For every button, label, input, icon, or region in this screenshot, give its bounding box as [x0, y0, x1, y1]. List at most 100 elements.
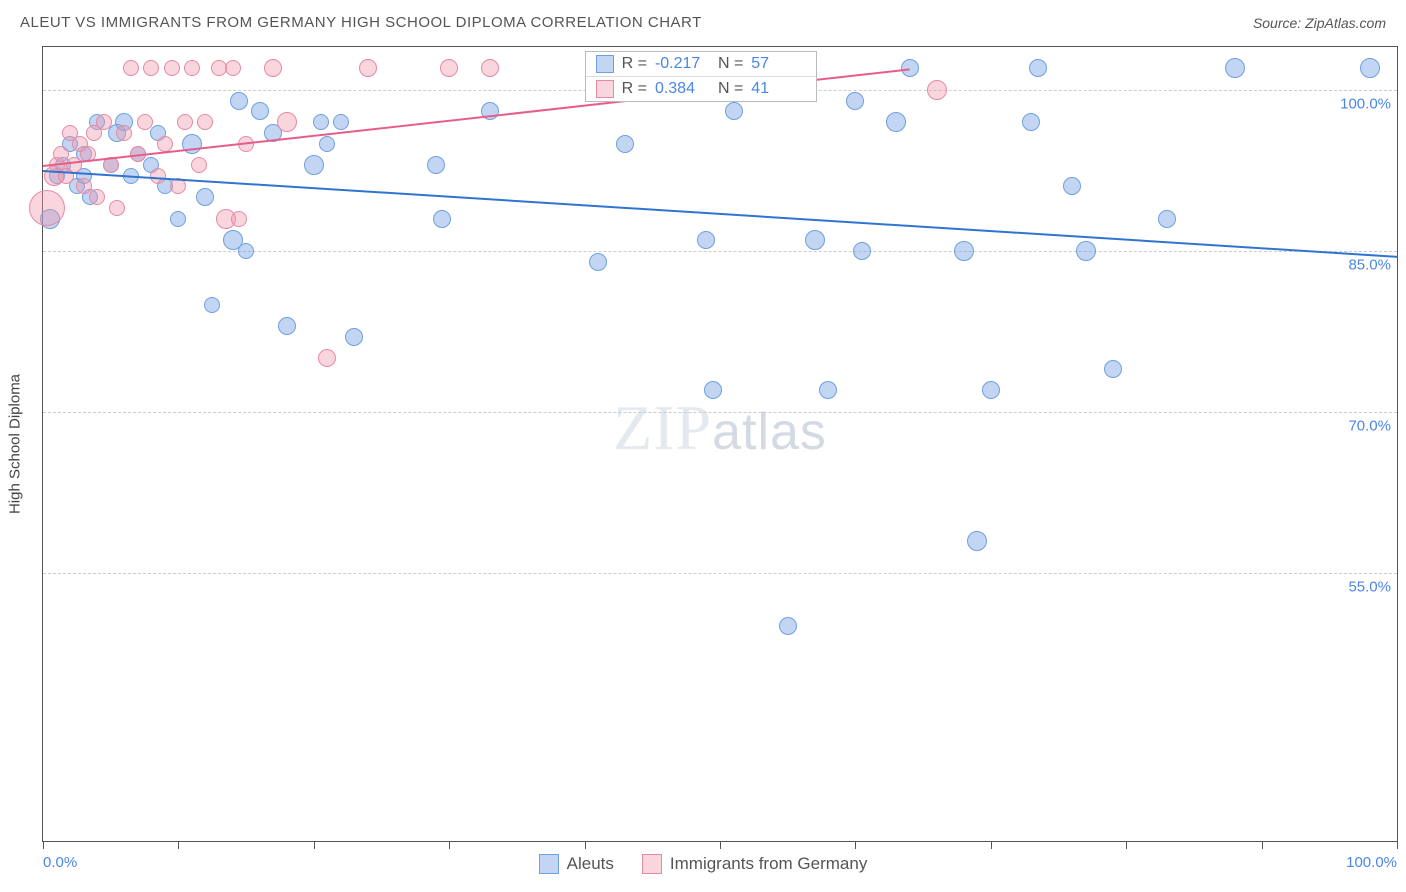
scatter-point — [333, 114, 349, 130]
scatter-point — [1022, 113, 1040, 131]
legend-item: Immigrants from Germany — [642, 854, 867, 874]
scatter-point — [345, 328, 363, 346]
y-tick-label: 100.0% — [1340, 95, 1391, 112]
scatter-point — [109, 200, 125, 216]
scatter-point — [1029, 59, 1047, 77]
scatter-point — [150, 168, 166, 184]
stats-n-value: 57 — [751, 55, 806, 73]
x-tick-mark — [1262, 841, 1263, 849]
scatter-point — [191, 157, 207, 173]
scatter-point — [304, 155, 324, 175]
scatter-point — [697, 231, 715, 249]
chart-title: ALEUT VS IMMIGRANTS FROM GERMANY HIGH SC… — [20, 14, 702, 31]
x-tick-mark — [314, 841, 315, 849]
scatter-point — [277, 112, 297, 132]
scatter-point — [982, 381, 1000, 399]
y-tick-label: 55.0% — [1348, 578, 1391, 595]
scatter-point — [76, 178, 92, 194]
scatter-point — [170, 211, 186, 227]
scatter-point — [196, 188, 214, 206]
legend-label: Aleuts — [567, 854, 614, 874]
legend-item: Aleuts — [539, 854, 614, 874]
scatter-chart: High School Diploma ZIPatlas 100.0%85.0%… — [42, 46, 1398, 842]
scatter-point — [846, 92, 864, 110]
y-tick-label: 70.0% — [1348, 417, 1391, 434]
scatter-point — [164, 60, 180, 76]
scatter-point — [137, 114, 153, 130]
scatter-point — [1076, 241, 1096, 261]
stats-n-label: N = — [718, 80, 743, 98]
scatter-point — [184, 60, 200, 76]
stats-n-label: N = — [718, 55, 743, 73]
scatter-point — [819, 381, 837, 399]
x-tick-mark — [991, 841, 992, 849]
scatter-point — [251, 102, 269, 120]
scatter-point — [96, 114, 112, 130]
stats-r-value: -0.217 — [655, 55, 710, 73]
legend-label: Immigrants from Germany — [670, 854, 867, 874]
scatter-point — [1360, 58, 1380, 78]
scatter-point — [313, 114, 329, 130]
x-tick-mark — [855, 841, 856, 849]
stats-r-value: 0.384 — [655, 80, 710, 98]
scatter-point — [1063, 177, 1081, 195]
scatter-point — [197, 114, 213, 130]
scatter-point — [143, 60, 159, 76]
legend-swatch-icon — [596, 80, 614, 98]
x-tick-mark — [43, 841, 44, 849]
stats-row: R = -0.217 N = 57 — [586, 52, 817, 77]
scatter-point — [927, 80, 947, 100]
scatter-point — [231, 211, 247, 227]
legend-swatch-icon — [596, 55, 614, 73]
scatter-point — [319, 136, 335, 152]
scatter-point — [225, 60, 241, 76]
x-tick-mark — [720, 841, 721, 849]
scatter-point — [616, 135, 634, 153]
scatter-point — [66, 157, 82, 173]
scatter-point — [704, 381, 722, 399]
scatter-point — [230, 92, 248, 110]
chart-source: Source: ZipAtlas.com — [1253, 15, 1386, 31]
scatter-point — [481, 59, 499, 77]
scatter-point — [157, 136, 173, 152]
scatter-point — [359, 59, 377, 77]
stats-r-label: R = — [622, 80, 647, 98]
scatter-point — [779, 617, 797, 635]
x-tick-mark — [178, 841, 179, 849]
scatter-point — [805, 230, 825, 250]
scatter-point — [116, 125, 132, 141]
scatter-point — [1158, 210, 1176, 228]
scatter-point — [1225, 58, 1245, 78]
correlation-stats-box: R = -0.217 N = 57 R = 0.384 N = 41 — [585, 51, 818, 102]
scatter-point — [427, 156, 445, 174]
chart-legend: Aleuts Immigrants from Germany — [0, 854, 1406, 874]
scatter-point — [177, 114, 193, 130]
stats-r-label: R = — [622, 55, 647, 73]
scatter-point — [264, 59, 282, 77]
scatter-point — [318, 349, 336, 367]
gridline — [43, 412, 1397, 413]
scatter-point — [238, 243, 254, 259]
scatter-point — [29, 190, 65, 226]
scatter-point — [853, 242, 871, 260]
scatter-point — [53, 146, 69, 162]
scatter-point — [725, 102, 743, 120]
scatter-point — [967, 531, 987, 551]
legend-swatch-icon — [642, 854, 662, 874]
scatter-point — [433, 210, 451, 228]
gridline — [43, 573, 1397, 574]
scatter-point — [954, 241, 974, 261]
x-tick-mark — [585, 841, 586, 849]
y-axis-label: High School Diploma — [7, 374, 24, 514]
scatter-point — [123, 60, 139, 76]
scatter-point — [1104, 360, 1122, 378]
scatter-point — [440, 59, 458, 77]
scatter-point — [89, 189, 105, 205]
scatter-point — [278, 317, 296, 335]
y-tick-label: 85.0% — [1348, 256, 1391, 273]
x-tick-mark — [449, 841, 450, 849]
legend-swatch-icon — [539, 854, 559, 874]
scatter-point — [204, 297, 220, 313]
stats-n-value: 41 — [751, 80, 806, 98]
scatter-point — [886, 112, 906, 132]
